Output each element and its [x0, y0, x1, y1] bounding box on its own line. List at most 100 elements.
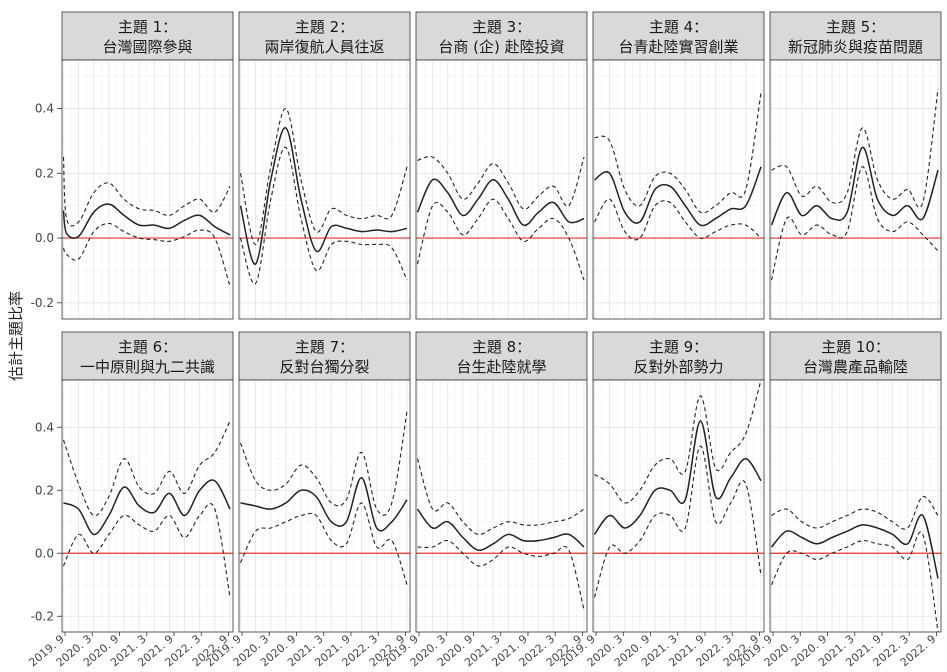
panel-border: [238, 59, 411, 320]
estimate-line: [416, 178, 585, 227]
estimate-line: [770, 146, 939, 226]
panel-strip: [415, 331, 588, 381]
panel-title-line2: 台生赴陸就學: [456, 358, 546, 376]
panel-9: 主題 9： 反對外部勢力: [592, 331, 765, 633]
lower-confidence-band: [594, 198, 762, 241]
y-tick-label: -0.2: [31, 296, 54, 310]
panel-10: 主題 10： 台灣農產品輸陸: [769, 331, 942, 633]
panel-border: [769, 59, 942, 320]
estimate-line: [239, 127, 408, 265]
panel-title-line2: 反對台獨分裂: [279, 358, 369, 376]
panel-border: [769, 379, 942, 633]
lower-confidence-band: [417, 539, 585, 611]
upper-confidence-band: [594, 379, 762, 504]
upper-confidence-band: [62, 157, 231, 227]
panel-strip: [769, 11, 942, 61]
panel-background: [239, 380, 410, 632]
estimate-line: [63, 479, 231, 536]
panel-background: [593, 380, 764, 632]
panel-6: 主題 6： 一中原則與九二共識: [61, 331, 234, 633]
estimate-line: [593, 420, 762, 535]
panel-border: [61, 59, 234, 320]
panel-1: 主題 1： 台灣國際參與: [61, 11, 234, 320]
panel-background: [62, 380, 233, 632]
panel-background: [239, 60, 410, 319]
lower-confidence-band: [62, 222, 231, 287]
upper-confidence-band: [416, 458, 585, 536]
upper-confidence-band: [771, 89, 939, 209]
panel-title-line1: 主題 5：: [826, 18, 885, 36]
upper-confidence-band: [771, 496, 939, 530]
panel-title-line2: 台商 (企) 赴陸投資: [438, 38, 564, 56]
panel-7: 主題 7： 反對台獨分裂: [238, 331, 411, 633]
panel-title-line2: 一中原則與九二共識: [80, 358, 215, 376]
panel-background: [770, 380, 941, 632]
y-axis-bottom-row: -0.2 0.0 0.2 0.4: [31, 420, 62, 623]
panel-background: [62, 60, 233, 319]
panel-title-line1: 主題 10：: [821, 338, 890, 356]
estimate-line: [416, 508, 585, 551]
panel-border: [238, 379, 411, 633]
y-tick-label: -0.2: [31, 609, 54, 623]
panel-border: [61, 379, 234, 633]
panel-title-line2: 新冠肺炎與疫苗問題: [788, 38, 923, 56]
panel-title-line1: 主題 4：: [649, 18, 708, 36]
panel-strip: [61, 11, 234, 61]
panel-strip: [592, 331, 765, 381]
lower-confidence-band: [62, 503, 231, 598]
panel-background: [593, 60, 764, 319]
panel-title-line2: 台灣國際參與: [102, 38, 192, 56]
lower-confidence-band: [416, 198, 585, 281]
panel-strip: [415, 11, 588, 61]
panel-title-line2: 反對外部勢力: [633, 358, 723, 376]
y-tick-label: 0.2: [35, 483, 54, 497]
panel-2: 主題 2： 兩岸復航人員往返: [238, 11, 411, 320]
y-tick-label: 0.0: [35, 546, 54, 560]
y-tick-label: 0.4: [35, 102, 54, 116]
panel-3: 主題 3： 台商 (企) 赴陸投資: [415, 11, 588, 320]
panel-5: 主題 5： 新冠肺炎與疫苗問題: [769, 11, 942, 320]
panel-title-line1: 主題 2：: [295, 18, 354, 36]
panel-title-line1: 主題 7：: [295, 338, 354, 356]
panel-title-line1: 主題 9：: [649, 338, 708, 356]
panel-strip: [61, 331, 234, 381]
panel-border: [592, 59, 765, 320]
panel-title-line1: 主題 3：: [472, 18, 531, 36]
lower-confidence-band: [239, 146, 408, 285]
lower-confidence-band: [770, 166, 939, 281]
estimate-line: [240, 476, 408, 532]
panel-4: 主題 4： 台青赴陸實習創業: [592, 11, 765, 320]
panel-border: [592, 379, 765, 633]
panel-border: [415, 59, 588, 320]
lower-confidence-band: [593, 445, 762, 598]
y-axis-label: 估計主題比率: [7, 291, 25, 381]
estimate-line: [770, 514, 939, 579]
panel-title-line2: 台青赴陸實習創業: [618, 38, 738, 56]
estimate-line: [62, 203, 231, 239]
upper-confidence-band: [239, 108, 408, 246]
upper-confidence-band: [239, 411, 408, 516]
panel-strip: [238, 331, 411, 381]
panel-background: [416, 380, 587, 632]
upper-confidence-band: [62, 420, 231, 517]
y-tick-label: 0.0: [35, 231, 54, 245]
y-tick-label: 0.2: [35, 166, 54, 180]
panel-grid: 主題 1： 台灣國際參與 主題 2： 兩岸復航人員往返 主題 3： 台商 (企) 赴陸投資…: [61, 11, 942, 633]
y-tick-label: 0.4: [35, 420, 54, 434]
lower-confidence-band: [771, 531, 939, 633]
upper-confidence-band: [417, 156, 585, 210]
panel-title-line1: 主題 8：: [472, 338, 531, 356]
panel-title-line2: 台灣農產品輸陸: [803, 358, 908, 376]
panel-title-line1: 主題 6：: [118, 338, 177, 356]
lower-confidence-band: [240, 502, 408, 585]
panel-title-line2: 兩岸復航人員往返: [264, 38, 384, 56]
y-axis-top-row: -0.2 0.0 0.2 0.4: [31, 102, 62, 310]
panel-title-line1: 主題 1：: [118, 18, 177, 36]
panel-border: [415, 379, 588, 633]
estimate-line: [594, 166, 762, 227]
panel-background: [770, 60, 941, 319]
upper-confidence-band: [594, 92, 762, 214]
panel-8: 主題 8： 台生赴陸就學: [415, 331, 588, 633]
